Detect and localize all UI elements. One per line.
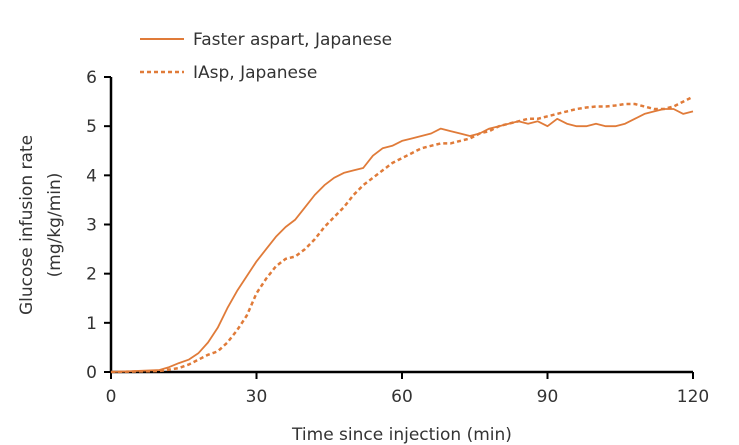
x-tick-label: 60 [391,387,413,407]
y-tick-label: 5 [86,117,97,137]
legend-label-iasp: IAsp, Japanese [193,63,317,83]
x-axis-label: Time since injection (min) [291,425,512,445]
y-tick-label: 4 [86,166,97,186]
x-tick-label: 120 [677,387,709,407]
ticks: 0 30 60 90 120 0 1 2 3 4 5 6 [86,68,709,407]
axes [109,77,693,374]
y-tick-label: 2 [86,265,97,285]
x-tick-label: 90 [537,387,559,407]
y-tick-label: 6 [86,68,97,88]
series-line-iasp [110,95,694,374]
x-tick-label: 30 [246,387,268,407]
x-tick-label: 0 [106,387,117,407]
y-axis-label: Glucose infusion rate [17,135,37,315]
y-tick-label: 0 [86,363,97,383]
legend-label-faster-aspart: Faster aspart, Japanese [193,30,392,50]
series-line-faster-aspart [110,108,694,373]
y-axis-unit-label: (mg/kg/min) [45,173,65,278]
series-layer [110,95,694,374]
legend: Faster aspart, Japanese IAsp, Japanese [140,30,392,83]
y-tick-label: 1 [86,314,97,334]
y-tick-label: 3 [86,216,97,236]
